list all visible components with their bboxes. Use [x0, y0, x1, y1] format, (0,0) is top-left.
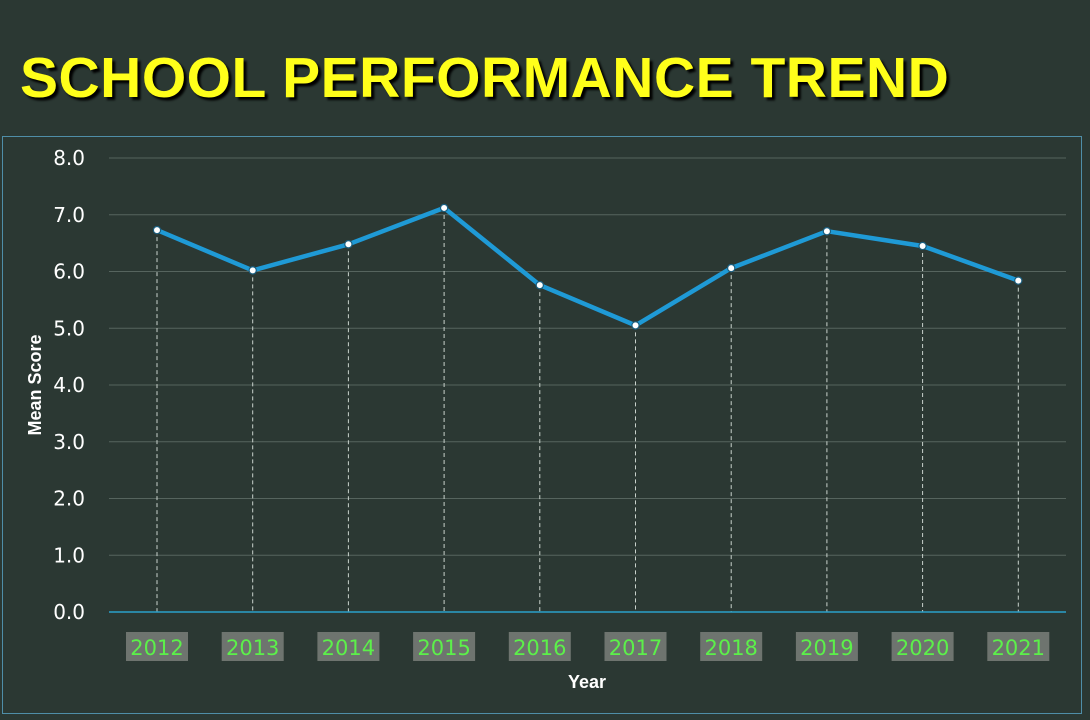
y-tick-label: 7.0	[53, 203, 85, 227]
data-point-2012	[152, 225, 162, 235]
data-point-2014	[344, 240, 353, 249]
data-point-2015	[439, 203, 449, 213]
drop-lines	[156, 207, 1019, 612]
x-tick-box	[891, 632, 954, 661]
x-tick-box	[795, 632, 858, 661]
x-tick-box	[221, 632, 284, 661]
y-tick-label: 4.0	[53, 373, 85, 397]
series-mean-score	[154, 205, 1021, 328]
x-tick-label: 2019	[800, 636, 853, 660]
x-tick-labels: 2012 2013 2014 2015 2016 2017 2018 2019 2020 2021	[126, 632, 1050, 661]
x-tick-label: 2021	[992, 636, 1045, 660]
y-tick-labels: 0.0 1.0 2.0 3.0 4.0 5.0 6.0 7.0 8.0	[53, 146, 85, 624]
y-tick-label: 1.0	[53, 543, 85, 567]
x-tick-box	[126, 632, 188, 661]
y-tick-label: 5.0	[53, 316, 85, 340]
chart-frame	[2, 136, 1082, 714]
x-tick-label: 2017	[609, 636, 662, 660]
y-tick-label: 8.0	[53, 146, 85, 170]
series-line	[154, 205, 1021, 328]
y-tick-label: 6.0	[53, 260, 85, 284]
x-tick-label: 2018	[704, 636, 757, 660]
x-tick-label: 2013	[226, 636, 279, 660]
x-tick-box	[604, 632, 667, 661]
x-tick-label: 2016	[513, 636, 566, 660]
x-tick-box	[317, 632, 380, 661]
data-point-2018	[727, 263, 736, 273]
data-points	[152, 203, 1023, 330]
data-point-2020	[918, 241, 927, 251]
gridlines	[109, 157, 1066, 556]
y-axis-title: Mean Score	[25, 334, 45, 435]
x-tick-box	[413, 632, 476, 661]
data-point-2017	[631, 321, 640, 330]
data-point-2021	[1014, 276, 1023, 285]
y-tick-label: 0.0	[53, 600, 85, 624]
x-tick-box	[987, 632, 1050, 661]
data-point-2013	[248, 266, 257, 275]
x-tick-label: 2012	[130, 636, 183, 660]
slide-title: SCHOOL PERFORMANCE TREND	[20, 46, 950, 110]
x-axis-title: Year	[568, 672, 606, 692]
x-tick-label: 2014	[322, 636, 375, 660]
data-point-2019	[822, 227, 832, 236]
x-tick-box	[700, 632, 763, 661]
y-tick-label: 3.0	[53, 430, 85, 454]
data-point-2016	[535, 280, 545, 290]
x-tick-label: 2015	[417, 636, 470, 660]
x-tick-label: 2020	[896, 636, 949, 660]
y-tick-label: 2.0	[53, 487, 85, 511]
x-tick-box	[508, 632, 571, 661]
